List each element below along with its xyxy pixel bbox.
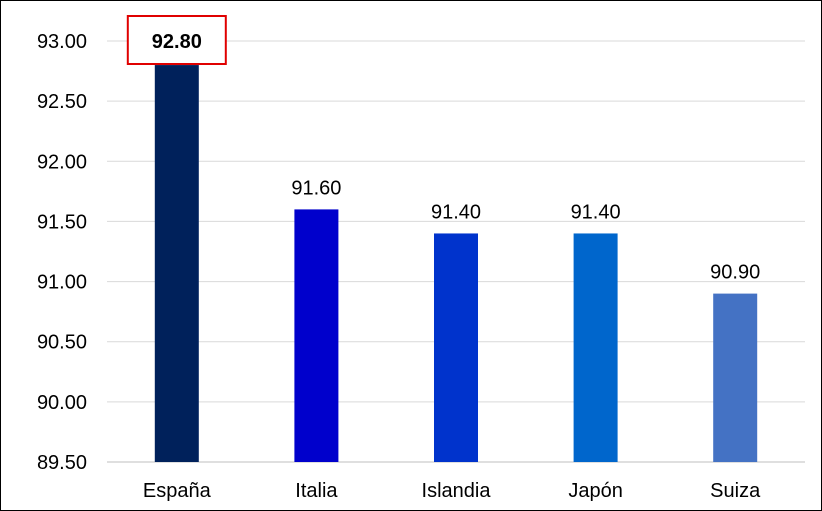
y-tick-label: 89.50 [37,452,87,474]
x-tick-label: Italia [295,480,338,502]
y-tick-label: 92.00 [37,151,87,173]
data-label: 91.60 [291,177,341,199]
bar [573,233,618,462]
bar [294,209,339,462]
y-tick-label: 92.50 [37,91,87,113]
y-tick-label: 91.00 [37,272,87,294]
data-label: 91.40 [571,201,621,223]
data-label: 90.90 [710,262,760,284]
data-label: 91.40 [431,201,481,223]
y-tick-label: 90.50 [37,332,87,354]
bar [434,233,478,462]
highlight-box [126,15,227,65]
bar [713,293,758,462]
data-label: 92.80 [152,31,202,53]
y-tick-label: 91.50 [37,211,87,233]
y-tick-label: 93.00 [37,31,87,53]
x-tick-label: Suiza [710,480,761,502]
x-tick-label: España [143,480,212,502]
x-tick-label: Islandia [422,480,492,502]
bar [154,65,199,463]
y-tick-label: 90.00 [37,392,87,414]
x-tick-label: Japón [568,480,623,502]
